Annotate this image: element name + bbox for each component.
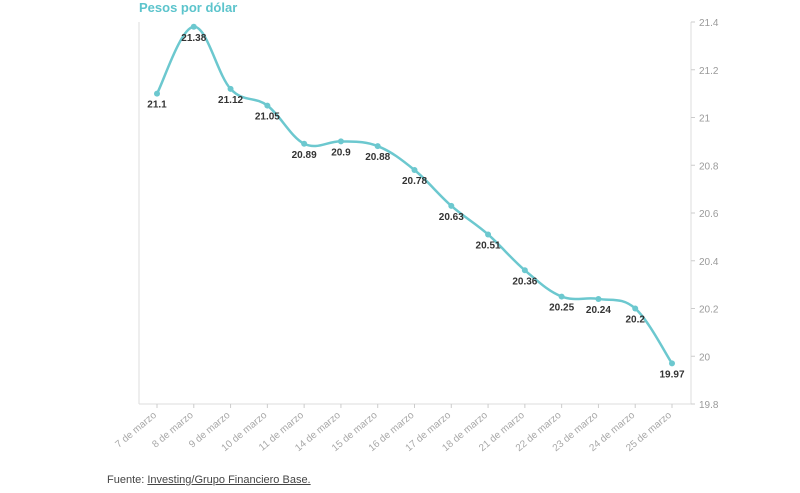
data-point xyxy=(337,138,344,145)
data-label: 21.12 xyxy=(218,95,243,106)
source-prefix: Fuente: xyxy=(107,474,148,486)
data-point xyxy=(190,23,197,30)
data-label: 21.38 xyxy=(181,33,206,44)
data-label: 20.24 xyxy=(586,305,611,316)
data-point xyxy=(632,305,639,312)
data-label: 20.51 xyxy=(476,240,501,251)
y-tick-label: 20 xyxy=(699,352,711,363)
y-tick-label: 20.4 xyxy=(699,257,719,268)
data-point xyxy=(595,295,602,302)
source-note: Fuente: Investing/Grupo Financiero Base. xyxy=(107,474,311,486)
data-point xyxy=(485,231,492,238)
data-point xyxy=(448,202,455,209)
data-point xyxy=(301,140,308,147)
y-tick-label: 21 xyxy=(699,114,711,125)
y-tick-label: 20.8 xyxy=(699,161,719,172)
data-point xyxy=(669,360,675,367)
data-label: 20.25 xyxy=(549,303,574,314)
data-point xyxy=(521,267,528,274)
y-tick-label: 21.2 xyxy=(699,66,719,77)
source-link[interactable]: Investing/Grupo Financiero Base. xyxy=(147,474,311,486)
data-point xyxy=(264,102,271,109)
data-label: 20.36 xyxy=(512,276,537,287)
data-label: 21.1 xyxy=(147,100,167,111)
data-label: 20.88 xyxy=(365,152,390,163)
data-point xyxy=(227,85,234,92)
data-point xyxy=(558,293,565,300)
data-point xyxy=(374,143,381,150)
data-label: 20.78 xyxy=(402,176,427,187)
y-tick-label: 20.6 xyxy=(699,209,719,220)
data-point xyxy=(411,167,418,174)
data-label: 20.63 xyxy=(439,212,464,223)
data-label: 21.05 xyxy=(255,112,280,123)
data-label: 20.2 xyxy=(625,315,645,326)
y-tick-label: 19.8 xyxy=(699,400,719,411)
data-label: 19.97 xyxy=(659,369,684,380)
y-tick-label: 20.2 xyxy=(699,305,719,316)
data-label: 20.89 xyxy=(292,150,317,161)
data-label: 20.9 xyxy=(331,147,351,158)
chart-title: Pesos por dólar xyxy=(139,0,238,15)
data-point xyxy=(154,90,160,97)
y-tick-label: 21.4 xyxy=(699,18,719,29)
